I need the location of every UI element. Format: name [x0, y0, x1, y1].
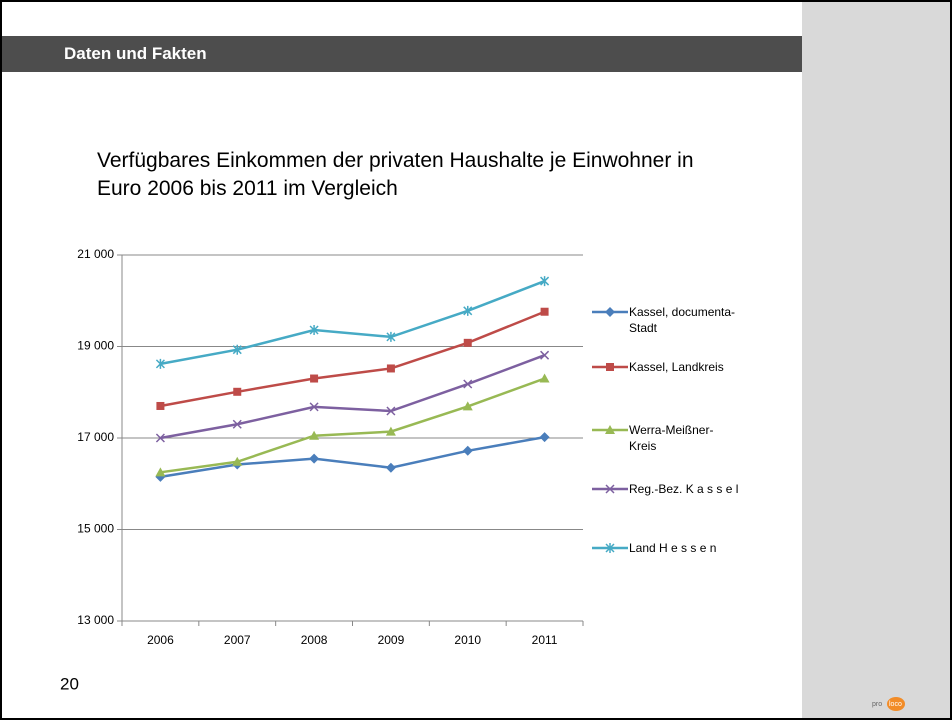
marker [232, 456, 243, 466]
y-tick-label: 21 000 [77, 247, 114, 261]
marker [233, 387, 242, 396]
marker [309, 430, 320, 440]
marker [540, 276, 550, 287]
logo-text: pro [872, 701, 882, 708]
legend-label: Werra-Meißner-Kreis [629, 423, 714, 453]
x-tick-label: 2010 [454, 633, 481, 647]
marker [310, 374, 319, 383]
chart-title: Verfügbares Einkommen der privaten Haush… [97, 149, 694, 200]
side-panel [802, 2, 950, 718]
marker [309, 453, 320, 464]
logo-text: loco [889, 701, 902, 708]
marker [540, 350, 550, 360]
legend-label: Reg.-Bez. K a s s e l [629, 482, 739, 496]
marker [605, 307, 615, 317]
marker [539, 373, 550, 383]
series-line [160, 354, 546, 440]
marker [463, 379, 473, 389]
y-tick-label: 17 000 [77, 430, 114, 444]
series-line [160, 310, 546, 408]
marker [462, 401, 473, 411]
legend-label: Kassel, documenta-Stadt [629, 305, 736, 335]
header-title: Daten und Fakten [64, 44, 207, 63]
x-tick-label: 2006 [147, 633, 174, 647]
series-line [160, 279, 546, 366]
marker [463, 305, 473, 316]
marker [605, 543, 615, 553]
marker [386, 331, 396, 342]
marker [605, 425, 615, 434]
marker [462, 445, 473, 456]
marker [309, 325, 319, 336]
logo-mark [887, 697, 905, 711]
marker [232, 344, 242, 355]
page-number: 20 [60, 674, 79, 693]
marker [156, 401, 165, 410]
marker [309, 402, 319, 412]
series-line [160, 435, 545, 479]
marker [385, 426, 396, 436]
header-bar [2, 36, 802, 72]
marker [606, 363, 614, 371]
marker [386, 406, 396, 416]
marker [155, 433, 165, 443]
marker [463, 338, 472, 347]
y-tick-label: 19 000 [77, 339, 114, 353]
marker [386, 364, 395, 373]
marker [155, 358, 165, 369]
y-tick-label: 15 000 [77, 522, 114, 536]
x-tick-label: 2008 [301, 633, 328, 647]
x-tick-label: 2011 [532, 633, 558, 647]
marker [232, 419, 242, 429]
marker [605, 484, 615, 494]
y-tick-label: 13 000 [77, 613, 114, 627]
marker [155, 467, 166, 477]
marker [385, 462, 396, 473]
series-line [160, 377, 546, 474]
x-tick-label: 2009 [378, 633, 405, 647]
x-tick-label: 2007 [224, 633, 251, 647]
marker [540, 307, 549, 316]
legend-label: Land H e s s e n [629, 541, 717, 555]
legend-label: Kassel, Landkreis [629, 360, 724, 374]
marker [539, 432, 550, 443]
